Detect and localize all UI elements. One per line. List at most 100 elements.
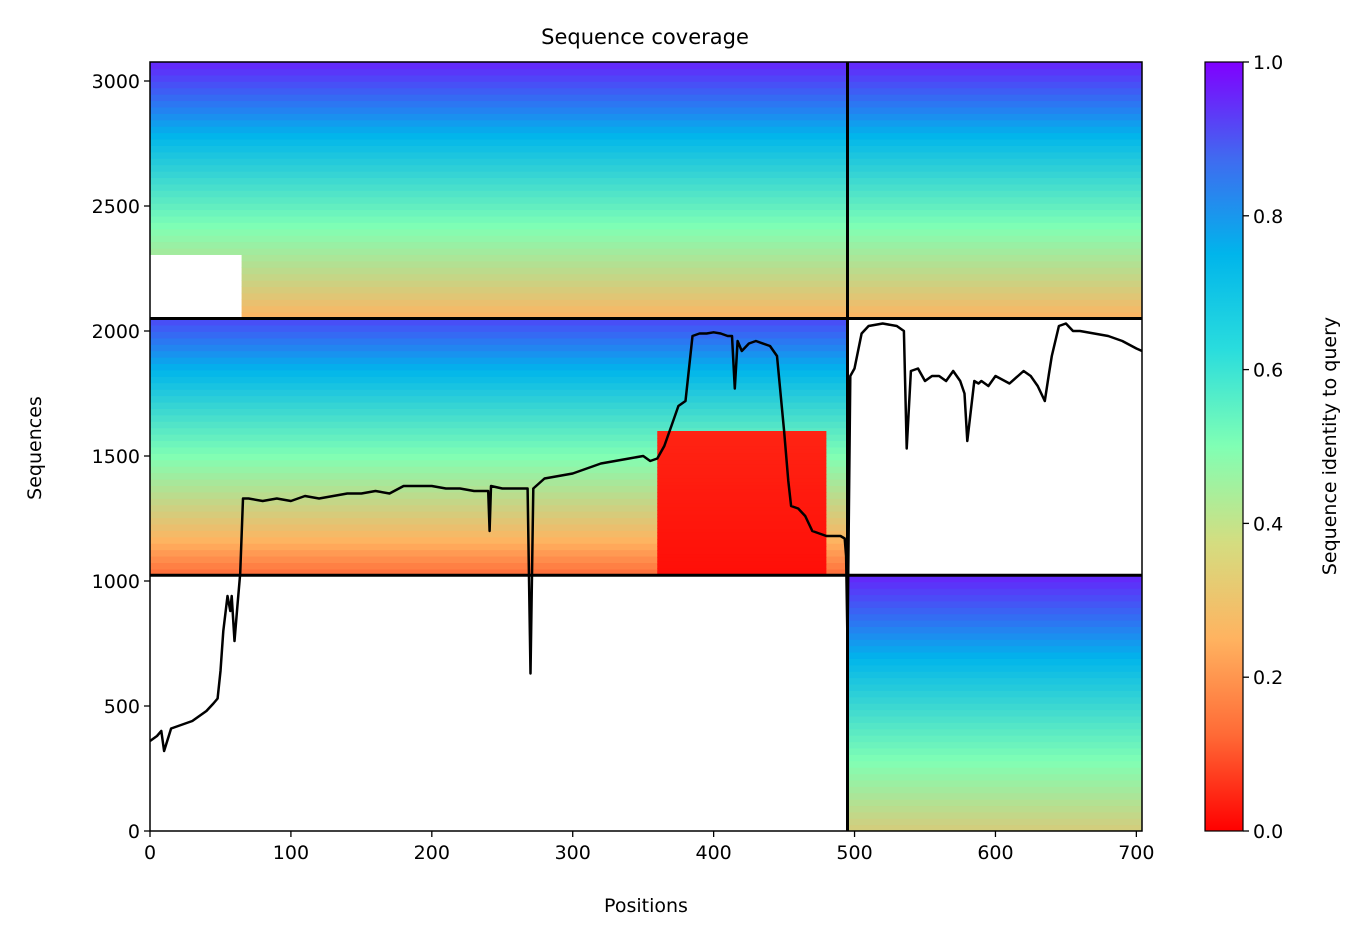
identity-strip (150, 382, 848, 390)
identity-strip (150, 119, 848, 127)
colorbar-tick-label: 0.6 (1253, 360, 1283, 382)
identity-strip (150, 408, 848, 416)
identity-strip (657, 467, 827, 472)
identity-strip (150, 324, 848, 332)
x-tick-label: 600 (977, 842, 1013, 864)
identity-block (847, 575, 1142, 831)
identity-strip (150, 183, 848, 191)
identity-strip (150, 164, 848, 172)
x-tick-label: 700 (1118, 842, 1154, 864)
identity-strip (150, 543, 848, 551)
identity-strip (150, 215, 848, 223)
identity-strip (847, 824, 1142, 831)
y-tick-label: 3000 (92, 71, 140, 93)
identity-strip (150, 100, 848, 108)
identity-strip (657, 431, 827, 436)
identity-strip (847, 792, 1142, 800)
colorbar-tick-label: 0.2 (1253, 667, 1283, 689)
identity-strip (847, 267, 1142, 275)
identity-strip (847, 81, 1142, 89)
identity-strip (150, 517, 848, 525)
identity-strip (847, 722, 1142, 730)
identity-strip (847, 94, 1142, 102)
identity-strip (847, 747, 1142, 755)
identity-strip (847, 113, 1142, 121)
y-tick-label: 500 (104, 696, 140, 718)
identity-strip (657, 481, 827, 486)
x-tick-label: 500 (836, 842, 872, 864)
identity-strip (847, 151, 1142, 159)
identity-strip (657, 539, 827, 544)
identity-strip (847, 183, 1142, 191)
identity-strip (847, 683, 1142, 691)
identity-strip (847, 196, 1142, 204)
identity-strip (847, 106, 1142, 114)
identity-strip (150, 555, 848, 564)
identity-strip (847, 273, 1142, 281)
chart-title: Sequence coverage (541, 25, 749, 49)
identity-strip (657, 477, 827, 483)
identity-strip (847, 767, 1142, 775)
identity-strip (657, 521, 827, 526)
identity-strip (657, 485, 827, 490)
identity-strip (657, 438, 827, 443)
identity-strip (150, 235, 848, 243)
identity-strip (657, 542, 827, 547)
identity-strip (150, 434, 848, 442)
y-axis-label: Sequences (24, 396, 46, 500)
colorbar (1204, 61, 1244, 832)
identity-strip (150, 344, 848, 352)
identity-strip (150, 568, 848, 576)
x-tick-label: 0 (144, 842, 156, 864)
identity-strip (847, 62, 1142, 70)
y-tick-label: 1000 (92, 571, 140, 593)
identity-strip (847, 138, 1142, 146)
identity-strip (150, 132, 848, 140)
y-tick-label: 0 (128, 821, 140, 843)
identity-strip (847, 639, 1142, 647)
y-tick-label: 2500 (92, 196, 140, 218)
plot-area (150, 62, 1142, 831)
identity-strip (657, 560, 827, 566)
identity-strip (241, 286, 848, 294)
identity-strip (241, 254, 848, 262)
identity-strip (657, 528, 827, 533)
identity-strip (847, 671, 1142, 679)
identity-strip (150, 421, 848, 429)
identity-strip (657, 568, 827, 573)
identity-strip (847, 651, 1142, 659)
identity-block (657, 431, 827, 576)
identity-strip (150, 491, 848, 499)
identity-strip (847, 126, 1142, 134)
identity-strip (847, 68, 1142, 76)
identity-strip (847, 818, 1142, 826)
colorbar-ticks: 0.0 0.2 0.4 0.6 0.8 1.0 (1243, 52, 1283, 843)
identity-strip (657, 499, 827, 504)
coverage-line (150, 322, 1142, 753)
identity-strip (657, 531, 827, 537)
identity-strip (847, 709, 1142, 717)
identity-strip (847, 209, 1142, 217)
identity-strip (150, 453, 848, 461)
identity-strip (847, 600, 1142, 608)
identity-strip (150, 466, 848, 474)
identity-strip (847, 626, 1142, 634)
identity-strip (657, 535, 827, 540)
identity-strip (847, 158, 1142, 166)
colorbar-label: Sequence identity to query (1319, 317, 1341, 575)
identity-strip (150, 459, 848, 467)
identity-strip (150, 350, 848, 358)
identity-strip (847, 100, 1142, 108)
identity-strip (150, 376, 848, 384)
identity-strip (150, 357, 848, 365)
identity-strip (150, 498, 848, 506)
identity-strip (847, 235, 1142, 243)
identity-strip (847, 741, 1142, 749)
identity-strip (847, 786, 1142, 794)
x-tick-label: 400 (696, 842, 732, 864)
identity-strip (847, 171, 1142, 179)
identity-strip (657, 571, 827, 576)
identity-blocks (150, 62, 1142, 831)
identity-strip (150, 190, 848, 198)
